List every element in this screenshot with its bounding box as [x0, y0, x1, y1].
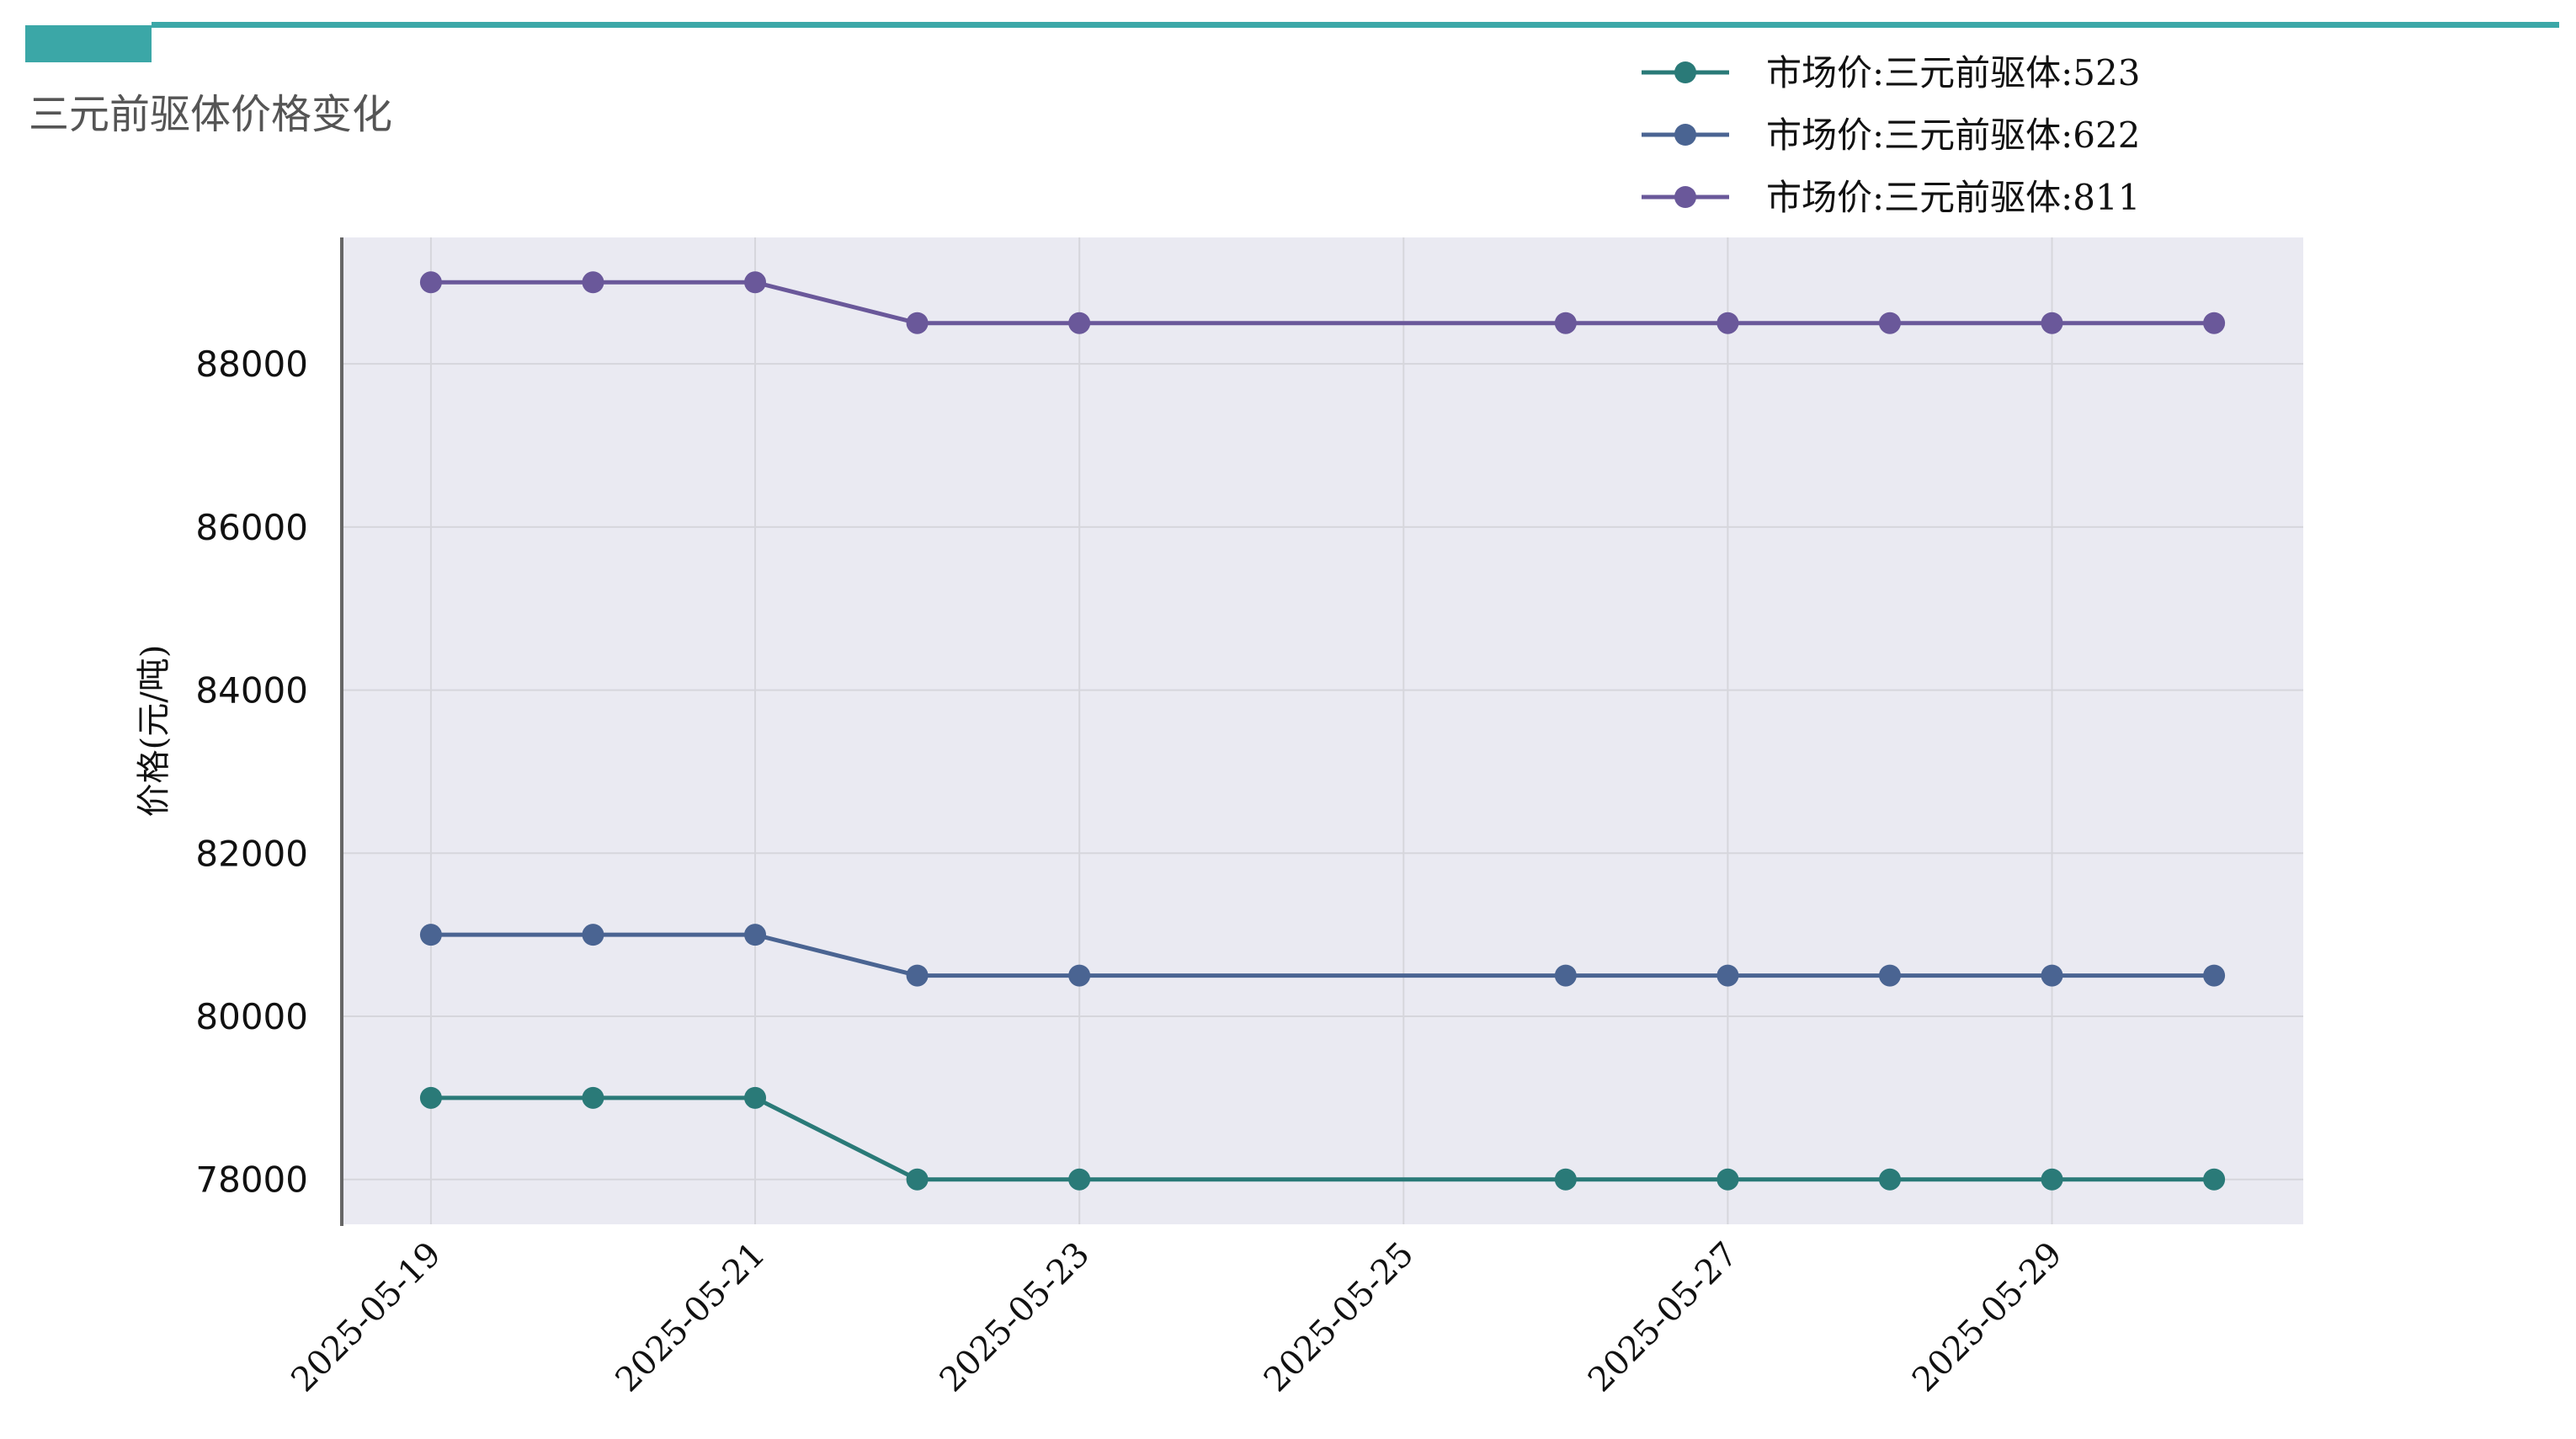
data-point [1554, 1168, 1577, 1191]
x-tick-label: 2025-05-27 [1581, 1235, 1746, 1400]
data-point [1878, 964, 1901, 987]
series-line [430, 932, 2215, 978]
y-tick-label: 82000 [195, 833, 308, 874]
chart-title: 三元前驱体价格变化 [29, 91, 392, 138]
legend-label: 市场价:三元前驱体:622 [1766, 115, 2140, 156]
legend-label: 市场价:三元前驱体:523 [1766, 52, 2140, 93]
y-axis-label: 价格(元/吨) [135, 645, 173, 818]
data-point [1878, 1168, 1901, 1191]
data-point [582, 271, 604, 294]
legend-item: 市场价:三元前驱体:622 [1642, 115, 2140, 156]
data-point [1068, 964, 1091, 987]
grid [342, 237, 2303, 1224]
data-point [2041, 1168, 2063, 1191]
data-point [1554, 964, 1577, 987]
data-point [906, 312, 929, 334]
data-point [1716, 964, 1739, 987]
plot-area [342, 237, 2303, 1224]
y-tick-label: 88000 [195, 344, 308, 385]
data-point [1068, 1168, 1091, 1191]
data-point [744, 271, 767, 294]
x-tick-labels: 2025-05-19 2025-05-21 2025-05-23 2025-05-25… [284, 1235, 2069, 1400]
series-line [430, 1095, 2215, 1182]
data-point [582, 924, 604, 946]
data-point [2203, 1168, 2226, 1191]
y-tick-label: 78000 [195, 1159, 308, 1201]
legend-label: 市场价:三元前驱体:811 [1766, 177, 2140, 218]
legend-item: 市场价:三元前驱体:811 [1642, 177, 2140, 218]
data-point [906, 1168, 929, 1191]
x-tick-label: 2025-05-29 [1905, 1235, 2070, 1400]
data-point [906, 964, 929, 987]
legend-marker [1674, 124, 1696, 146]
data-point [1716, 312, 1739, 334]
legend-marker [1674, 186, 1696, 208]
data-point [1878, 312, 1901, 334]
y-tick-label: 80000 [195, 996, 308, 1037]
header-accent-line [152, 22, 2559, 28]
x-tick-label: 2025-05-25 [1257, 1235, 1422, 1400]
x-tick-label: 2025-05-19 [284, 1235, 449, 1400]
series-lines [419, 271, 2226, 1191]
y-tick-label: 84000 [195, 670, 308, 712]
y-tick-labels: 78000 80000 82000 84000 86000 88000 [195, 344, 308, 1201]
legend-marker [1674, 61, 1696, 83]
legend: 市场价:三元前驱体:523 市场价:三元前驱体:622 市场价:三元前驱体:811 [1642, 52, 2140, 218]
data-point [1554, 312, 1577, 334]
series-line [430, 280, 2215, 326]
data-point [1716, 1168, 1739, 1191]
data-point [419, 1086, 442, 1109]
data-point [2041, 312, 2063, 334]
data-point [744, 1086, 767, 1109]
x-tick-label: 2025-05-21 [609, 1235, 774, 1400]
data-point [2203, 312, 2226, 334]
data-point [1068, 312, 1091, 334]
data-point [582, 1086, 604, 1109]
data-point [2203, 964, 2226, 987]
x-tick-label: 2025-05-23 [933, 1235, 1098, 1400]
data-point [419, 271, 442, 294]
data-point [419, 924, 442, 946]
legend-item: 市场价:三元前驱体:523 [1642, 52, 2140, 93]
header-accent-block [25, 25, 152, 62]
data-point [744, 924, 767, 946]
data-point [2041, 964, 2063, 987]
y-tick-label: 86000 [195, 507, 308, 548]
